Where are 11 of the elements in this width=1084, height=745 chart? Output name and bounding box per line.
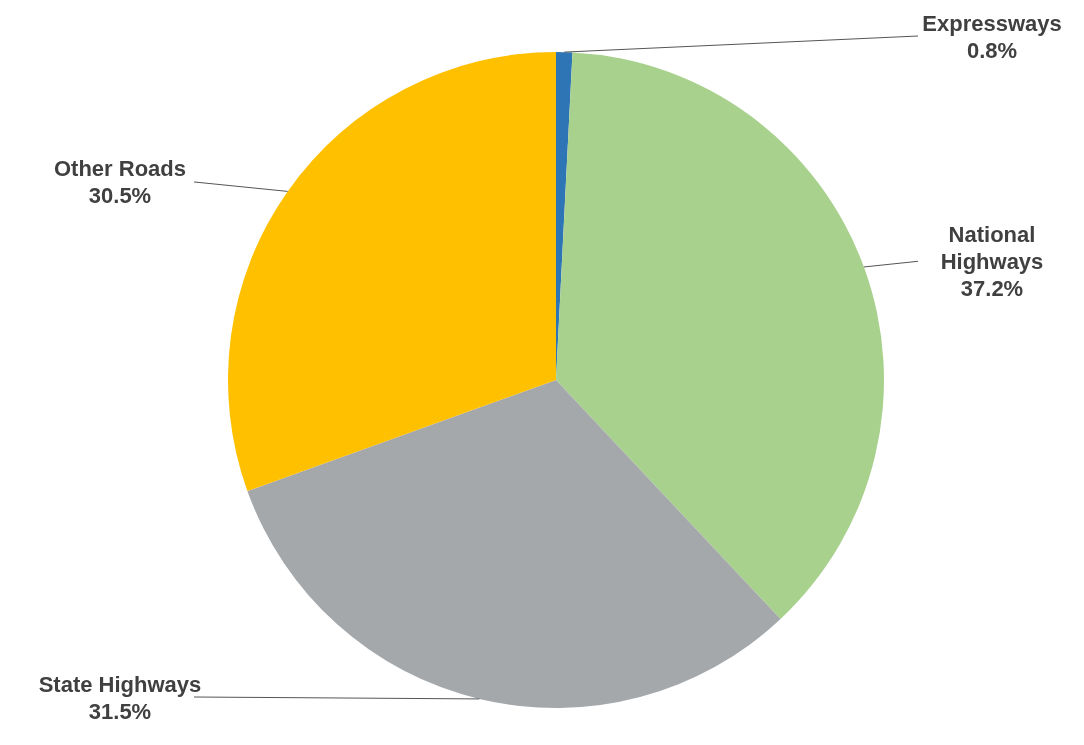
slice-label: National Highways: [940, 222, 1044, 275]
data-label: 30.5%: [88, 183, 152, 209]
data-label: 31.5%: [88, 698, 152, 724]
data-label: 37.2%: [960, 276, 1024, 302]
pie-slice: [556, 52, 884, 620]
data-label: 0.8%: [966, 37, 1018, 63]
pie-slice: [247, 380, 781, 708]
slice-label: Other Roads: [53, 156, 187, 182]
slice-label: State Highways: [38, 671, 202, 697]
pie-slice: [228, 52, 556, 492]
slice-label: Expressways: [922, 10, 1062, 36]
